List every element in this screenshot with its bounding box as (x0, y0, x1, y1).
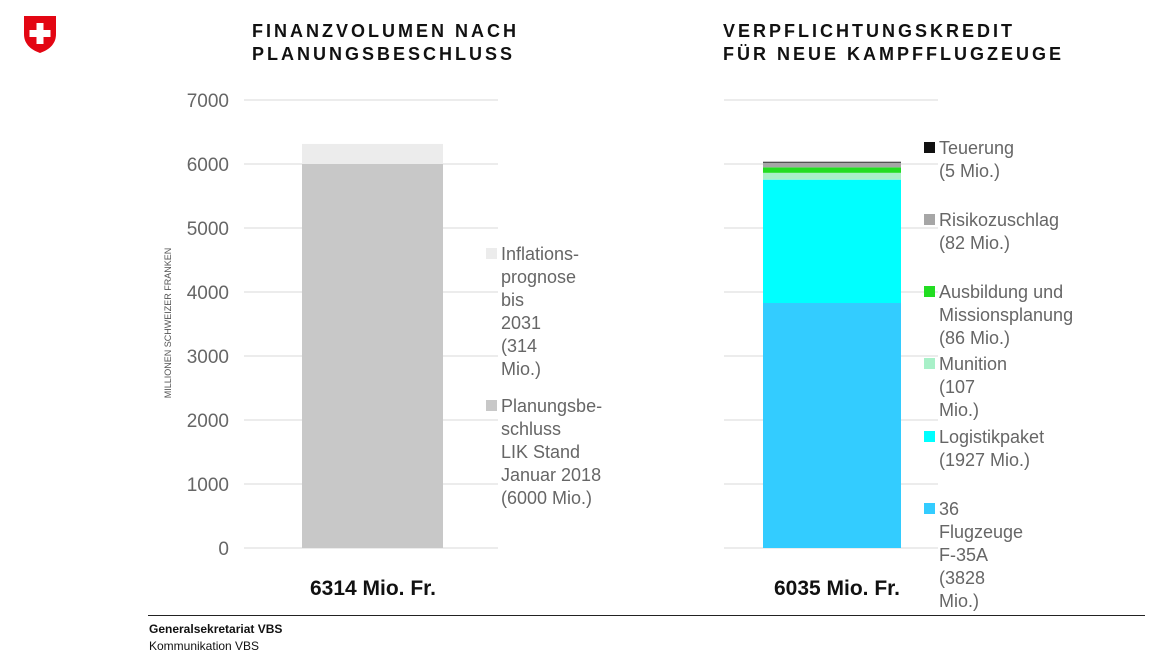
footer-org: Generalsekretariat VBS (149, 622, 283, 636)
legend-swatch (924, 142, 935, 153)
total-left-label: 6314 Mio. Fr. (309, 577, 437, 600)
y-tick-label: 7000 (187, 91, 229, 112)
bar-segment-1-1 (763, 179, 901, 304)
chart-title-right-line2: FÜR NEUE KAMPFFLUGZEUGE (723, 44, 1064, 64)
y-tick-label: 0 (218, 539, 229, 560)
bar-segment-1-0 (763, 303, 901, 548)
legend-label: Munition (107 Mio.) (939, 354, 1008, 420)
legend-swatch (924, 358, 935, 369)
chart-title-right-line1: VERPFLICHTUNGSKREDIT (723, 21, 1016, 41)
chart-title-left-line1: FINANZVOLUMEN NACH (252, 21, 519, 41)
bar-segment-1-3 (763, 167, 901, 173)
bar-segment-1-4 (763, 162, 901, 168)
swiss-cross-logo (24, 16, 56, 53)
bar-segment-0-1 (302, 143, 443, 164)
legend-swatch (486, 400, 497, 411)
legend-label: Teuerung (5 Mio.) (939, 138, 1015, 181)
legend-swatch (924, 214, 935, 225)
left-chart-y-ticks: 0 1000 2000 3000 4000 5000 6000 7000 (187, 91, 229, 560)
chart-title-left-line2: PLANUNGSBESCHLUSS (252, 44, 516, 64)
y-tick-label: 5000 (187, 219, 229, 240)
legend-label: Ausbildung und Missionsplanung (86 Mio.) (939, 282, 1074, 348)
legend-swatch (924, 431, 935, 442)
legend-label: Planungsbe- schluss LIK Stand Januar 201… (501, 396, 603, 508)
y-axis-label: MILLIONEN SCHWEIZER FRANKEN (163, 248, 173, 399)
legend-label: Risikozuschlag (82 Mio.) (939, 210, 1060, 253)
total-right-label: 6035 Mio. Fr. (773, 577, 901, 600)
chart-title-left: FINANZVOLUMEN NACH PLANUNGSBESCHLUSS (252, 20, 519, 66)
legend-label: Inflations- prognose bis 2031 (314 Mio.) (501, 244, 580, 379)
legend-swatch (486, 248, 497, 259)
legend-label: Logistikpaket (1927 Mio.) (939, 427, 1045, 470)
footer-dept: Kommunikation VBS (149, 639, 260, 653)
bar-segment-1-5 (763, 161, 901, 163)
y-tick-label: 6000 (187, 155, 229, 176)
y-tick-label: 4000 (187, 283, 229, 304)
y-tick-label: 2000 (187, 411, 229, 432)
bar-segment-0-0 (302, 164, 443, 548)
legend-swatch (924, 503, 935, 514)
right-chart-bars (763, 161, 901, 548)
left-chart-bars (302, 143, 443, 548)
y-tick-label: 1000 (187, 475, 229, 496)
chart-title-right: VERPFLICHTUNGSKREDIT FÜR NEUE KAMPFFLUGZ… (723, 20, 1064, 66)
legend-swatch (924, 286, 935, 297)
bar-segment-1-2 (763, 172, 901, 180)
y-tick-label: 3000 (187, 347, 229, 368)
legend-label: 36 Flugzeuge F-35A (3828 Mio.) (939, 499, 1024, 611)
footer-divider (148, 615, 1145, 616)
